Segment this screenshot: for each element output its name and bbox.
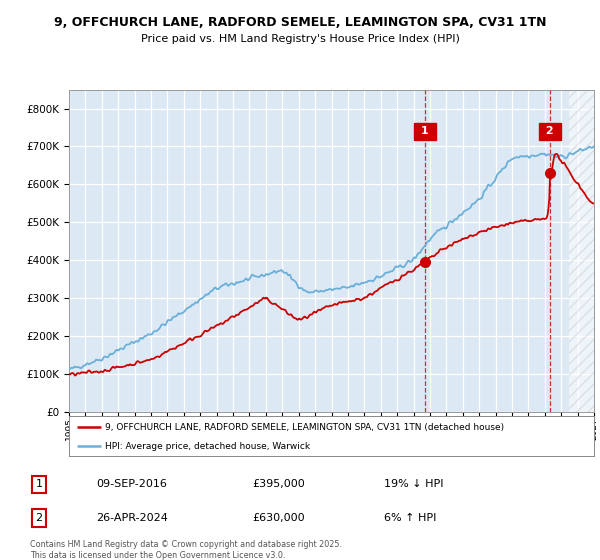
- Text: 09-SEP-2016: 09-SEP-2016: [96, 479, 167, 489]
- Text: 9, OFFCHURCH LANE, RADFORD SEMELE, LEAMINGTON SPA, CV31 1TN (detached house): 9, OFFCHURCH LANE, RADFORD SEMELE, LEAMI…: [105, 423, 504, 432]
- Text: Contains HM Land Registry data © Crown copyright and database right 2025.
This d: Contains HM Land Registry data © Crown c…: [30, 540, 342, 559]
- Text: 26-APR-2024: 26-APR-2024: [96, 513, 168, 523]
- Text: HPI: Average price, detached house, Warwick: HPI: Average price, detached house, Warw…: [105, 442, 310, 451]
- Text: 19% ↓ HPI: 19% ↓ HPI: [384, 479, 443, 489]
- Bar: [569, 90, 594, 412]
- Text: Price paid vs. HM Land Registry's House Price Index (HPI): Price paid vs. HM Land Registry's House …: [140, 34, 460, 44]
- Text: 2: 2: [35, 513, 43, 523]
- Text: £395,000: £395,000: [252, 479, 305, 489]
- Text: 9, OFFCHURCH LANE, RADFORD SEMELE, LEAMINGTON SPA, CV31 1TN: 9, OFFCHURCH LANE, RADFORD SEMELE, LEAMI…: [54, 16, 546, 29]
- Text: 1: 1: [417, 126, 433, 136]
- Text: £630,000: £630,000: [252, 513, 305, 523]
- Text: 6% ↑ HPI: 6% ↑ HPI: [384, 513, 436, 523]
- Text: 2: 2: [542, 126, 558, 136]
- Text: 1: 1: [35, 479, 43, 489]
